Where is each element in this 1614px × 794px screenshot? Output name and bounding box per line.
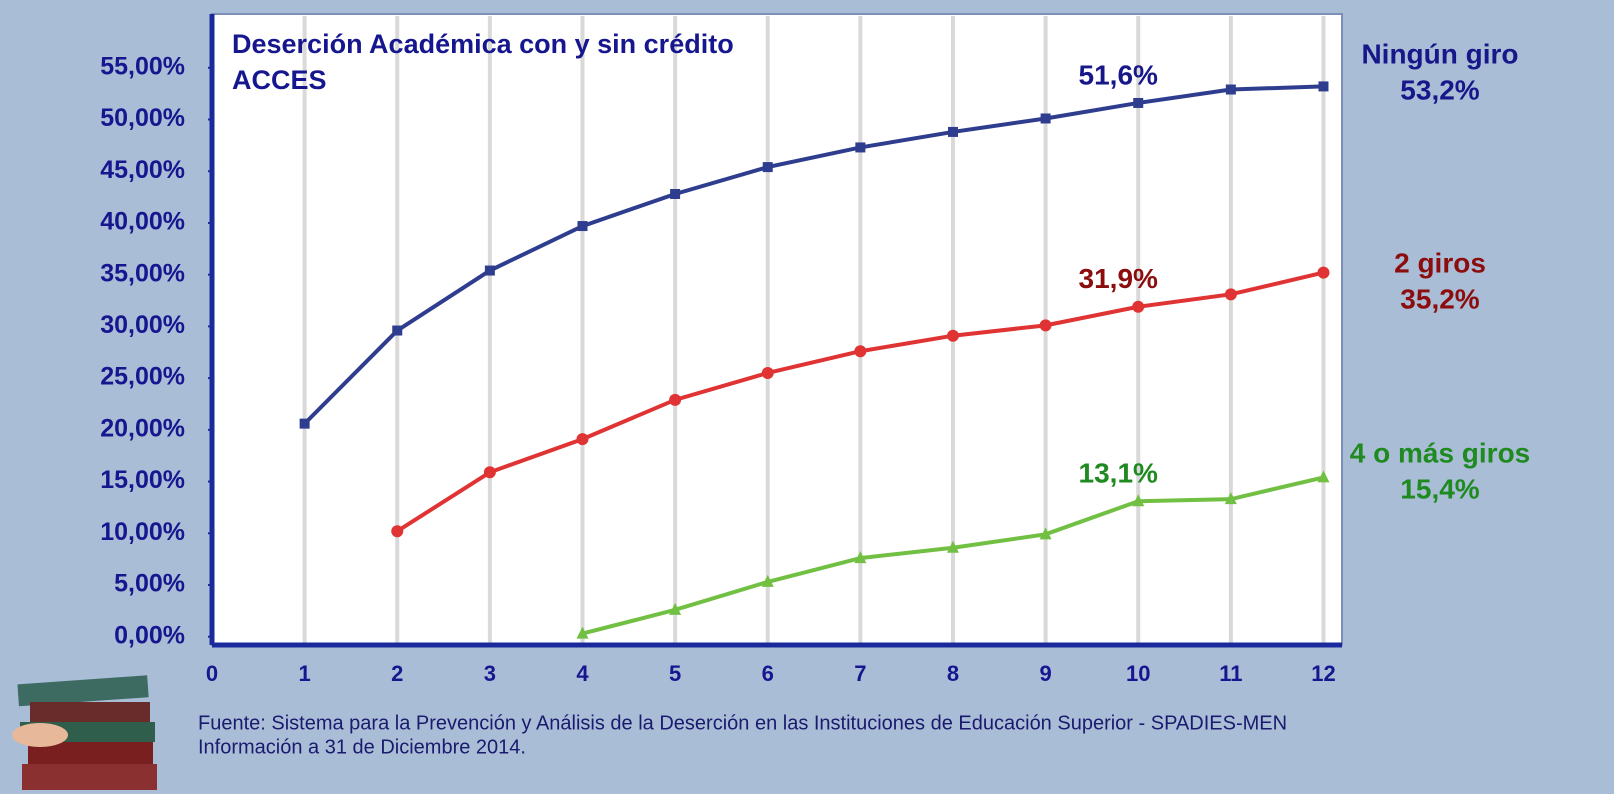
x-tick-label: 6	[762, 661, 774, 686]
marker	[299, 418, 310, 429]
y-tick-label: 30,00%	[100, 311, 185, 339]
x-tick-label: 9	[1039, 661, 1051, 686]
x-tick-label: 12	[1311, 661, 1335, 686]
x-tick-label: 7	[854, 661, 866, 686]
source-note: Fuente: Sistema para la Prevención y Aná…	[198, 712, 1287, 734]
marker	[1040, 113, 1051, 124]
marker	[1132, 300, 1145, 313]
marker	[761, 574, 774, 587]
y-tick-label: 45,00%	[100, 156, 185, 184]
y-tick-label: 50,00%	[100, 104, 185, 132]
marker	[576, 433, 589, 446]
value-label: 31,9%	[1079, 263, 1158, 294]
marker	[1133, 97, 1144, 108]
marker	[761, 366, 774, 379]
series-line	[303, 84, 1324, 426]
marker	[670, 188, 681, 199]
marker	[483, 466, 496, 479]
marker	[669, 393, 682, 406]
y-tick-label: 5,00%	[114, 570, 185, 598]
chart-title: Deserción Académica con y sin crédito	[232, 29, 734, 59]
y-tick-label: 35,00%	[100, 259, 185, 287]
marker	[484, 265, 495, 276]
marker	[1224, 288, 1237, 301]
marker	[392, 325, 403, 336]
y-tick-label: 15,00%	[100, 466, 185, 494]
y-tick-label: 55,00%	[100, 52, 185, 80]
legend-label: 2 giros	[1394, 247, 1486, 278]
chart-title: ACCES	[232, 65, 327, 95]
x-tick-label: 8	[947, 661, 959, 686]
marker	[854, 345, 867, 358]
source-note: Información a 31 de Diciembre 2014.	[198, 736, 526, 758]
marker	[946, 329, 959, 342]
y-tick-label: 20,00%	[100, 414, 185, 442]
marker	[1317, 266, 1330, 279]
marker	[855, 142, 866, 153]
marker	[1039, 319, 1052, 332]
marker	[1318, 81, 1329, 92]
end-label: 35,2%	[1400, 283, 1479, 314]
legend-label: Ningún giro	[1361, 38, 1518, 69]
x-tick-label: 4	[576, 661, 589, 686]
end-label: 15,4%	[1400, 473, 1479, 504]
x-tick-label: 1	[298, 661, 310, 686]
marker	[947, 126, 958, 137]
marker	[1224, 492, 1237, 505]
books-icon	[12, 675, 157, 790]
marker	[946, 540, 959, 553]
y-tick-label: 40,00%	[100, 208, 185, 236]
x-tick-label: 5	[669, 661, 681, 686]
x-tick-label: 3	[484, 661, 496, 686]
marker	[1039, 527, 1052, 540]
marker	[576, 626, 589, 639]
end-label: 53,2%	[1400, 74, 1479, 105]
y-tick-label: 25,00%	[100, 363, 185, 391]
x-tick-label: 10	[1126, 661, 1150, 686]
marker	[577, 221, 588, 232]
value-label: 13,1%	[1079, 458, 1158, 489]
x-tick-label: 0	[206, 661, 218, 686]
x-tick-label: 2	[391, 661, 403, 686]
legend-label: 4 o más giros	[1350, 437, 1531, 468]
x-tick-label: 11	[1219, 661, 1242, 686]
y-tick-label: 0,00%	[114, 621, 185, 649]
marker	[1225, 84, 1236, 95]
value-label: 51,6%	[1079, 59, 1158, 90]
y-tick-label: 10,00%	[100, 518, 185, 546]
marker	[1132, 494, 1145, 507]
plot-area	[211, 13, 1343, 646]
marker	[391, 525, 404, 538]
marker	[669, 602, 682, 615]
marker	[762, 162, 773, 173]
marker	[854, 551, 867, 564]
marker	[1317, 470, 1330, 483]
